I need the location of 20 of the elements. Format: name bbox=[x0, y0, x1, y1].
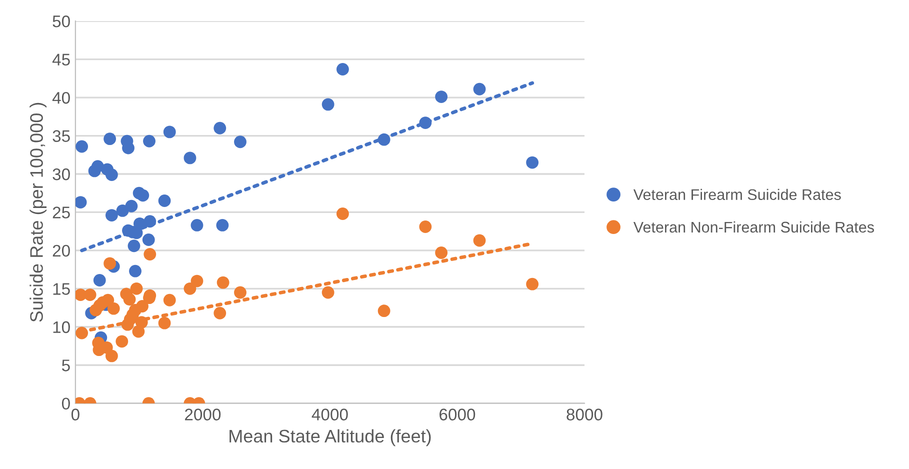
y-tick-label: 35 bbox=[52, 130, 70, 142]
y-tick-label: 15 bbox=[53, 283, 70, 295]
y-tick-label: 20 bbox=[52, 244, 70, 257]
y-tick-label: 0 bbox=[62, 398, 70, 410]
y-tick-label: 5 bbox=[62, 360, 70, 372]
x-tick-label: 8000 bbox=[566, 408, 602, 420]
x-tick-label: 6000 bbox=[440, 408, 476, 420]
y-tick-label: 25 bbox=[52, 206, 70, 218]
y-tick-label: 40 bbox=[52, 92, 70, 104]
y-tick-label: 30 bbox=[52, 168, 70, 180]
y-tick-label: 50 bbox=[52, 16, 70, 28]
y-axis-title: Suicide Rate (per 100,000 ) bbox=[30, 102, 46, 322]
legend-label: Veteran Non-Firearm Suicide Rates bbox=[633, 221, 874, 233]
y-tick-label: 10 bbox=[53, 321, 70, 334]
legend-label: Veteran Firearm Suicide Rates bbox=[633, 188, 841, 200]
x-tick-label: 2000 bbox=[185, 408, 221, 420]
x-tick-label: 0 bbox=[71, 408, 80, 420]
y-tick-label: 45 bbox=[52, 54, 70, 66]
x-axis-title: Mean State Altitude (feet) bbox=[230, 429, 431, 446]
x-tick-label: 4000 bbox=[312, 408, 348, 420]
